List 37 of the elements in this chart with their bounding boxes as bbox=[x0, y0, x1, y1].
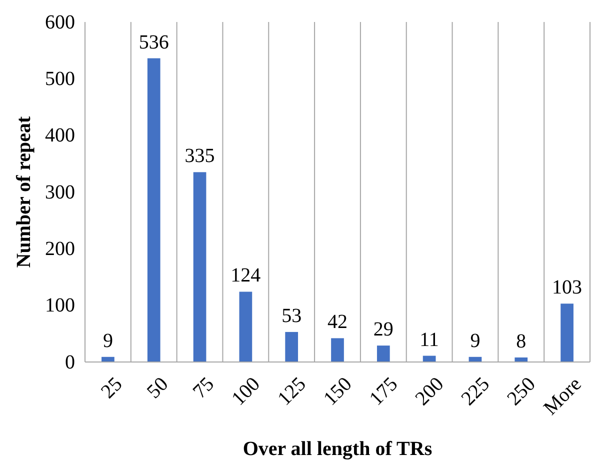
y-tick-label: 200 bbox=[45, 238, 75, 260]
bar bbox=[560, 304, 574, 362]
y-tick-label: 0 bbox=[65, 351, 75, 374]
y-tick-label: 500 bbox=[45, 68, 75, 90]
data-label: 9 bbox=[102, 330, 113, 352]
x-tick-label: 100 bbox=[228, 373, 264, 410]
x-tick-label: 250 bbox=[503, 373, 540, 410]
y-tick-label: 600 bbox=[45, 11, 75, 34]
data-label: 536 bbox=[138, 31, 169, 54]
x-tick-label: 25 bbox=[96, 373, 127, 403]
bar bbox=[331, 338, 344, 362]
bar bbox=[147, 58, 160, 362]
bar bbox=[239, 292, 252, 362]
bar bbox=[193, 172, 206, 362]
y-axis-title: Number of repeat bbox=[13, 116, 35, 268]
data-label: 124 bbox=[230, 264, 261, 287]
y-tick-label: 100 bbox=[45, 294, 75, 317]
y-tick-label: 400 bbox=[45, 124, 75, 147]
x-axis-title: Over all length of TRs bbox=[242, 438, 432, 460]
x-tick-label: 75 bbox=[188, 373, 218, 403]
data-label: 335 bbox=[184, 145, 215, 168]
bar bbox=[376, 346, 390, 362]
data-label: 8 bbox=[516, 330, 526, 352]
bar bbox=[285, 332, 298, 362]
x-tick-label: 175 bbox=[365, 373, 402, 410]
x-tick-label: 50 bbox=[142, 373, 173, 403]
x-tick-label: 225 bbox=[457, 373, 494, 410]
y-tick-label: 300 bbox=[45, 181, 75, 204]
x-tick-label: 150 bbox=[319, 373, 356, 410]
x-tick-label: 200 bbox=[411, 373, 448, 410]
data-label: 42 bbox=[328, 311, 348, 334]
x-tick-label: 125 bbox=[274, 373, 310, 410]
data-label: 9 bbox=[470, 330, 480, 352]
data-label: 29 bbox=[373, 318, 394, 341]
data-label: 11 bbox=[420, 328, 439, 351]
data-label: 103 bbox=[552, 276, 582, 299]
data-label: 53 bbox=[282, 304, 302, 327]
